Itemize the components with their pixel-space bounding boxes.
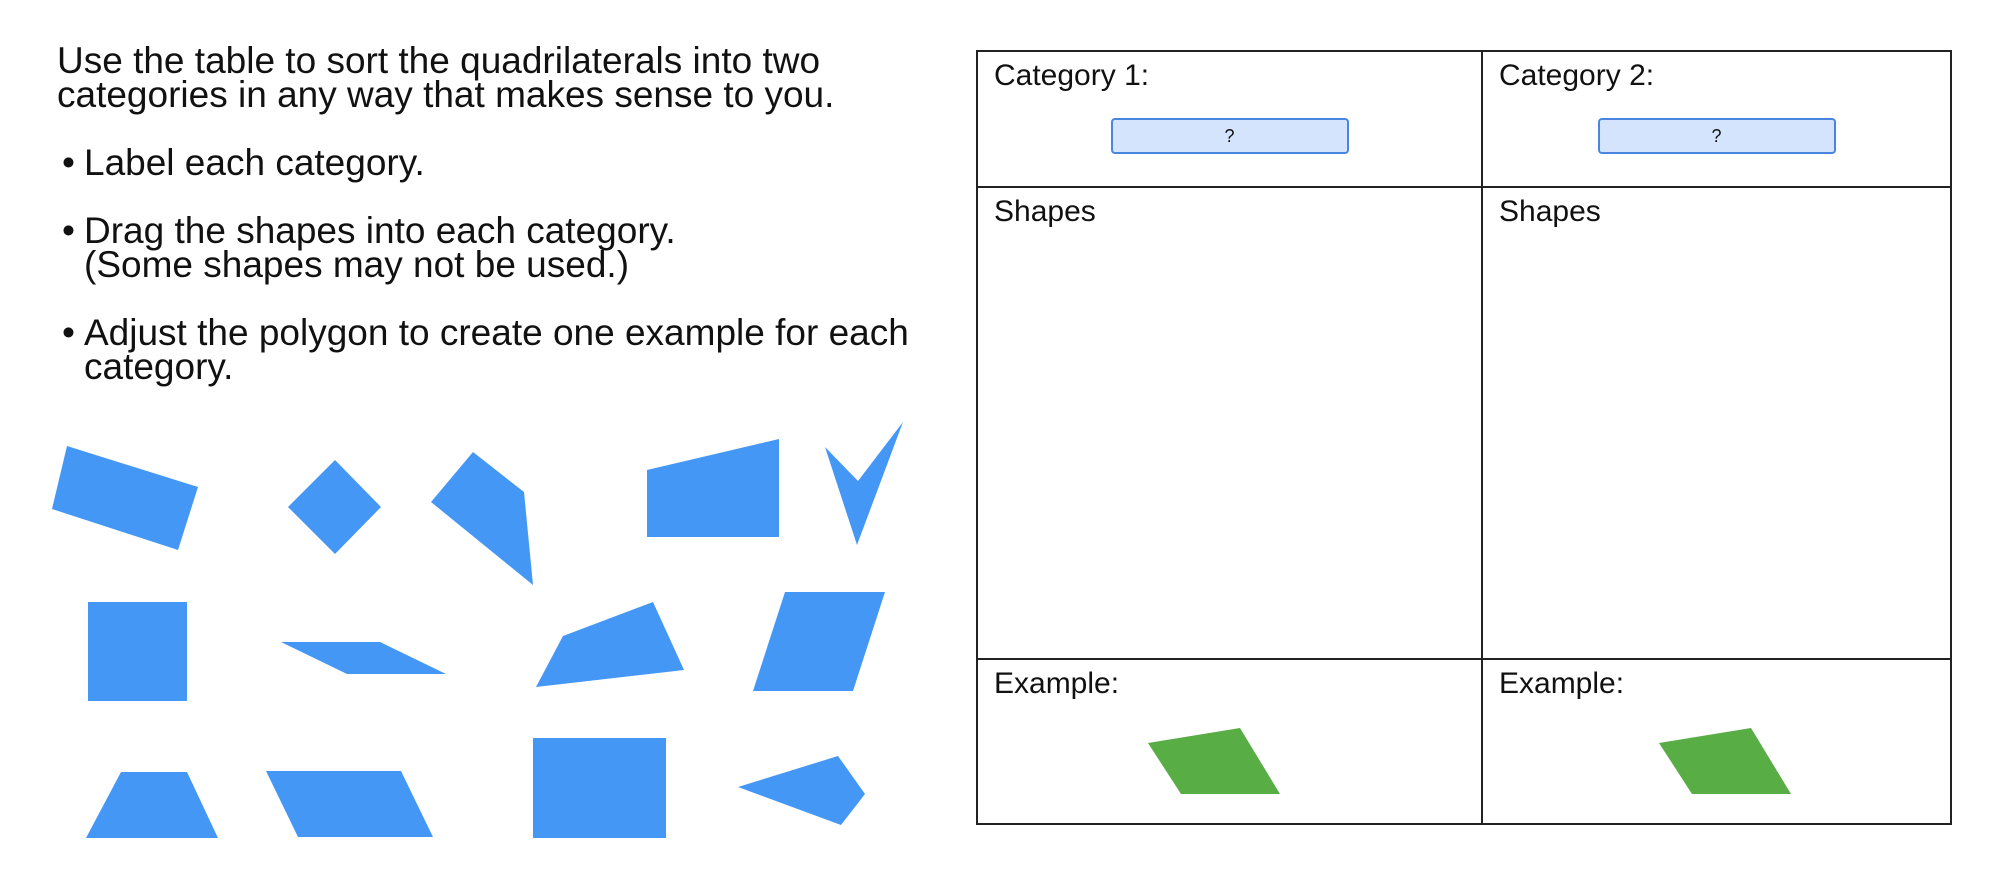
category1-header-cell: Category 1: ? — [978, 52, 1483, 188]
draggable-quadrilateral[interactable] — [86, 772, 218, 838]
shapes1-title: Shapes — [994, 195, 1096, 228]
draggable-quadrilateral[interactable] — [288, 460, 381, 554]
bullet: • — [62, 142, 75, 183]
step-label-categories: Label each category. — [84, 142, 425, 183]
draggable-quadrilateral[interactable] — [88, 602, 187, 701]
draggable-quadrilateral[interactable] — [536, 602, 684, 687]
category1-example-cell: Example: — [978, 660, 1483, 823]
adjustable-polygon[interactable] — [1148, 728, 1280, 794]
draggable-quadrilateral[interactable] — [533, 738, 666, 838]
draggable-quadrilateral[interactable] — [738, 756, 865, 825]
shape-bank — [52, 422, 903, 838]
intro-text: Use the table to sort the quadrilaterals… — [57, 40, 835, 115]
adjustable-polygon[interactable] — [1659, 728, 1791, 794]
step-adjust-polygon: Adjust the polygon to create one example… — [84, 312, 909, 387]
shapes2-title: Shapes — [1499, 195, 1601, 228]
step-note: (Some shapes may not be used.) — [84, 244, 630, 285]
step-list: • Label each category. • Drag the shapes… — [57, 142, 957, 385]
step-item: • Drag the shapes into each category. (S… — [57, 210, 957, 285]
draggable-quadrilateral[interactable] — [281, 642, 446, 674]
draggable-quadrilateral[interactable] — [431, 452, 533, 585]
draggable-quadrilateral[interactable] — [266, 771, 433, 837]
step-drag-shapes: Drag the shapes into each category. — [84, 210, 676, 251]
category2-header-cell: Category 2: ? — [1483, 52, 1950, 188]
draggable-quadrilateral[interactable] — [647, 439, 779, 537]
example2-title: Example: — [1499, 667, 1625, 700]
example1-canvas — [1148, 728, 1280, 794]
category2-shapes-dropzone[interactable]: Shapes — [1483, 188, 1950, 660]
category1-title: Category 1: — [994, 59, 1150, 92]
category2-label-input[interactable]: ? — [1597, 118, 1836, 154]
sorting-table: Category 1: ? Category 2: ? Shapes Shape… — [976, 50, 1952, 825]
instructions: Use the table to sort the quadrilaterals… — [57, 40, 957, 418]
step-item: • Adjust the polygon to create one examp… — [57, 312, 957, 385]
category1-shapes-dropzone[interactable]: Shapes — [978, 188, 1483, 660]
draggable-quadrilateral[interactable] — [52, 446, 198, 550]
bullet: • — [62, 210, 75, 251]
category1-label-input[interactable]: ? — [1110, 118, 1349, 154]
example1-title: Example: — [994, 667, 1120, 700]
step-item: • Label each category. — [57, 142, 957, 183]
draggable-quadrilateral[interactable] — [753, 592, 885, 691]
bullet: • — [62, 312, 75, 353]
example2-canvas — [1659, 728, 1791, 794]
category2-title: Category 2: — [1499, 59, 1655, 92]
draggable-quadrilateral[interactable] — [825, 422, 903, 545]
category2-example-cell: Example: — [1483, 660, 1950, 823]
